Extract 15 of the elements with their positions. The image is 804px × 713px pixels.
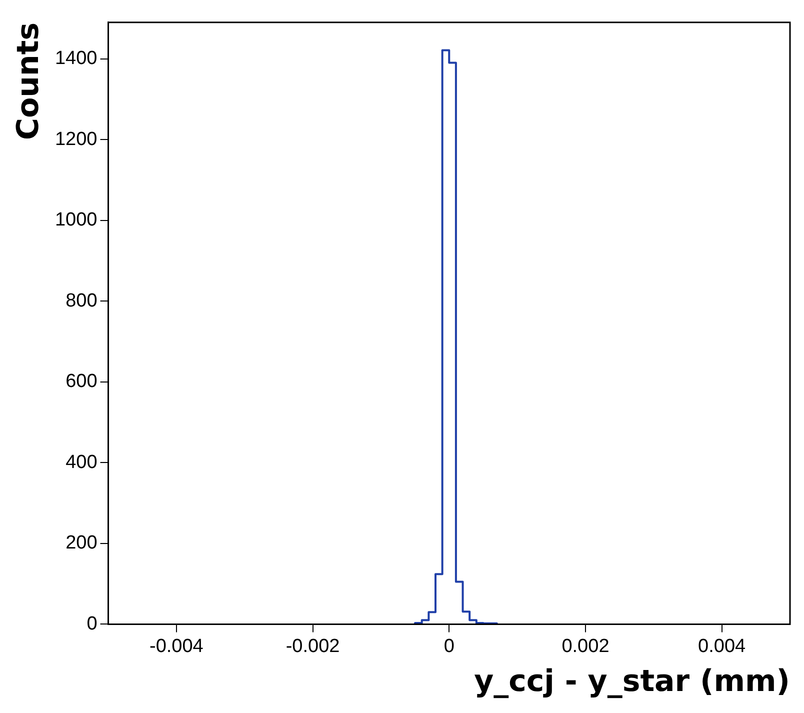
y-tick-label: 400	[66, 452, 98, 473]
x-tick-label: 0	[444, 636, 454, 657]
x-tick-label: -0.002	[286, 636, 340, 657]
x-tick-label: 0.004	[698, 636, 746, 657]
y-tick-label: 1000	[54, 210, 98, 231]
y-tick-label: 0	[86, 613, 98, 634]
x-axis-title: y_ccj - y_star (mm)	[474, 664, 790, 699]
y-tick-label: 600	[66, 371, 98, 392]
x-tick-label: 0.002	[562, 636, 610, 657]
y-tick-label: 800	[66, 290, 98, 312]
y-axis-title: Counts	[10, 22, 46, 140]
y-tick-label: 1400	[54, 48, 98, 69]
y-tick-label: 200	[66, 532, 98, 554]
x-tick-label: -0.004	[150, 636, 204, 657]
y-tick-label: 1200	[54, 128, 98, 150]
